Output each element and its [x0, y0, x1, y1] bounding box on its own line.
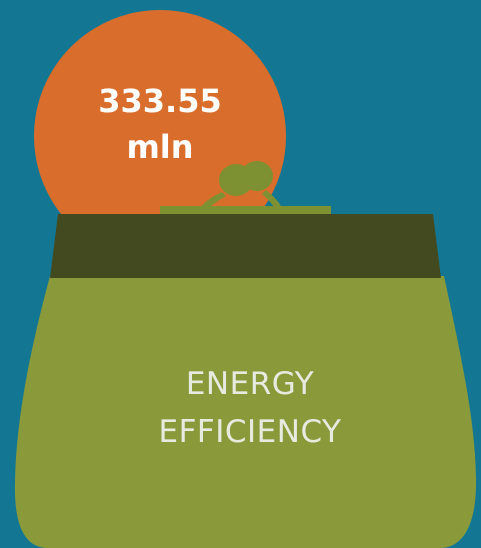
- coin-value-text: 333.55 mln: [35, 78, 285, 170]
- purse-icon: [14, 276, 477, 548]
- purse-label: ENERGY EFFICIENCY: [60, 360, 440, 456]
- purse-label-line1: ENERGY: [185, 366, 315, 402]
- purse-label-line2: EFFICIENCY: [158, 414, 342, 450]
- coin-unit: mln: [126, 128, 194, 166]
- purse-band: [50, 214, 441, 278]
- coin-icon: [34, 10, 286, 262]
- coin-value: 333.55: [98, 82, 222, 120]
- purse-clasp-icon: [160, 161, 331, 214]
